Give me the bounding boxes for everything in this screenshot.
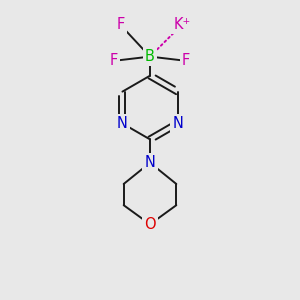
Text: F: F — [116, 17, 124, 32]
Text: N: N — [117, 116, 128, 131]
Text: K⁺: K⁺ — [173, 17, 190, 32]
Text: N: N — [145, 155, 155, 170]
Text: F: F — [182, 53, 190, 68]
Text: F: F — [110, 53, 118, 68]
Text: N: N — [172, 116, 183, 131]
Text: O: O — [144, 217, 156, 232]
Text: B: B — [145, 49, 155, 64]
